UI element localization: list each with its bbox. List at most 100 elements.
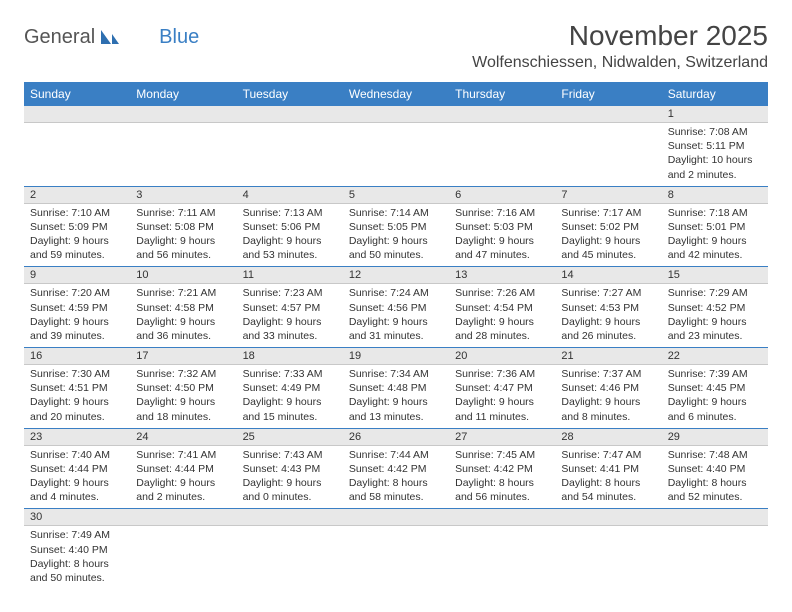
day-number: 27 xyxy=(449,429,555,446)
sunrise-text: Sunrise: 7:44 AM xyxy=(349,448,443,462)
month-title: November 2025 xyxy=(472,20,768,52)
day-number-empty xyxy=(343,106,449,123)
daylight-text-2: and 45 minutes. xyxy=(561,248,655,262)
sunset-text: Sunset: 4:54 PM xyxy=(455,301,549,315)
day-number: 18 xyxy=(237,348,343,365)
calendar-day-cell: 26Sunrise: 7:44 AMSunset: 4:42 PMDayligh… xyxy=(343,428,449,508)
calendar-day-cell xyxy=(343,509,449,589)
calendar-day-cell: 18Sunrise: 7:33 AMSunset: 4:49 PMDayligh… xyxy=(237,348,343,428)
calendar-day-cell: 24Sunrise: 7:41 AMSunset: 4:44 PMDayligh… xyxy=(130,428,236,508)
day-number: 9 xyxy=(24,267,130,284)
calendar-body: 1Sunrise: 7:08 AMSunset: 5:11 PMDaylight… xyxy=(24,106,768,589)
calendar-week-row: 1Sunrise: 7:08 AMSunset: 5:11 PMDaylight… xyxy=(24,106,768,186)
daylight-text-2: and 0 minutes. xyxy=(243,490,337,504)
daylight-text-1: Daylight: 9 hours xyxy=(136,476,230,490)
sunrise-text: Sunrise: 7:33 AM xyxy=(243,367,337,381)
day-body-empty xyxy=(24,123,130,129)
daylight-text-1: Daylight: 9 hours xyxy=(30,234,124,248)
calendar-day-cell: 3Sunrise: 7:11 AMSunset: 5:08 PMDaylight… xyxy=(130,186,236,266)
day-number-empty xyxy=(130,106,236,123)
calendar-week-row: 9Sunrise: 7:20 AMSunset: 4:59 PMDaylight… xyxy=(24,267,768,347)
daylight-text-1: Daylight: 8 hours xyxy=(455,476,549,490)
calendar-day-cell: 5Sunrise: 7:14 AMSunset: 5:05 PMDaylight… xyxy=(343,186,449,266)
day-number: 4 xyxy=(237,187,343,204)
daylight-text-2: and 54 minutes. xyxy=(561,490,655,504)
calendar-day-cell xyxy=(343,106,449,186)
daylight-text-2: and 26 minutes. xyxy=(561,329,655,343)
daylight-text-2: and 47 minutes. xyxy=(455,248,549,262)
day-body: Sunrise: 7:08 AMSunset: 5:11 PMDaylight:… xyxy=(662,123,768,186)
daylight-text-2: and 53 minutes. xyxy=(243,248,337,262)
calendar-week-row: 2Sunrise: 7:10 AMSunset: 5:09 PMDaylight… xyxy=(24,186,768,266)
sunset-text: Sunset: 5:05 PM xyxy=(349,220,443,234)
calendar-day-cell: 25Sunrise: 7:43 AMSunset: 4:43 PMDayligh… xyxy=(237,428,343,508)
day-number-empty xyxy=(237,106,343,123)
day-number-empty xyxy=(237,509,343,526)
daylight-text-1: Daylight: 8 hours xyxy=(561,476,655,490)
sunset-text: Sunset: 4:44 PM xyxy=(136,462,230,476)
sunset-text: Sunset: 4:42 PM xyxy=(349,462,443,476)
daylight-text-2: and 2 minutes. xyxy=(668,168,762,182)
daylight-text-1: Daylight: 9 hours xyxy=(561,234,655,248)
calendar-week-row: 30Sunrise: 7:49 AMSunset: 4:40 PMDayligh… xyxy=(24,509,768,589)
calendar-day-cell: 4Sunrise: 7:13 AMSunset: 5:06 PMDaylight… xyxy=(237,186,343,266)
sunset-text: Sunset: 4:43 PM xyxy=(243,462,337,476)
daylight-text-2: and 58 minutes. xyxy=(349,490,443,504)
weekday-header: Thursday xyxy=(449,82,555,106)
sunrise-text: Sunrise: 7:39 AM xyxy=(668,367,762,381)
sunset-text: Sunset: 4:50 PM xyxy=(136,381,230,395)
day-body-empty xyxy=(237,123,343,129)
day-body-empty xyxy=(449,526,555,532)
page-header: General Blue November 2025 Wolfenschiess… xyxy=(24,20,768,72)
sunset-text: Sunset: 4:56 PM xyxy=(349,301,443,315)
daylight-text-2: and 42 minutes. xyxy=(668,248,762,262)
sunrise-text: Sunrise: 7:48 AM xyxy=(668,448,762,462)
sunset-text: Sunset: 4:45 PM xyxy=(668,381,762,395)
daylight-text-1: Daylight: 9 hours xyxy=(136,315,230,329)
sunset-text: Sunset: 5:08 PM xyxy=(136,220,230,234)
day-body: Sunrise: 7:48 AMSunset: 4:40 PMDaylight:… xyxy=(662,446,768,509)
day-body: Sunrise: 7:47 AMSunset: 4:41 PMDaylight:… xyxy=(555,446,661,509)
sunrise-text: Sunrise: 7:30 AM xyxy=(30,367,124,381)
sunrise-text: Sunrise: 7:23 AM xyxy=(243,286,337,300)
day-body-empty xyxy=(130,123,236,129)
day-body: Sunrise: 7:26 AMSunset: 4:54 PMDaylight:… xyxy=(449,284,555,347)
sunset-text: Sunset: 4:40 PM xyxy=(30,543,124,557)
calendar-day-cell xyxy=(24,106,130,186)
daylight-text-2: and 20 minutes. xyxy=(30,410,124,424)
sunset-text: Sunset: 4:41 PM xyxy=(561,462,655,476)
sunset-text: Sunset: 4:59 PM xyxy=(30,301,124,315)
sunset-text: Sunset: 4:46 PM xyxy=(561,381,655,395)
daylight-text-2: and 11 minutes. xyxy=(455,410,549,424)
calendar-day-cell: 8Sunrise: 7:18 AMSunset: 5:01 PMDaylight… xyxy=(662,186,768,266)
daylight-text-2: and 4 minutes. xyxy=(30,490,124,504)
day-number-empty xyxy=(24,106,130,123)
sail-icon xyxy=(99,28,121,51)
sunset-text: Sunset: 5:03 PM xyxy=(455,220,549,234)
day-number: 25 xyxy=(237,429,343,446)
sunrise-text: Sunrise: 7:17 AM xyxy=(561,206,655,220)
sunrise-text: Sunrise: 7:11 AM xyxy=(136,206,230,220)
daylight-text-1: Daylight: 10 hours xyxy=(668,153,762,167)
sunrise-text: Sunrise: 7:36 AM xyxy=(455,367,549,381)
calendar-day-cell: 6Sunrise: 7:16 AMSunset: 5:03 PMDaylight… xyxy=(449,186,555,266)
daylight-text-1: Daylight: 9 hours xyxy=(455,234,549,248)
title-block: November 2025 Wolfenschiessen, Nidwalden… xyxy=(472,20,768,72)
daylight-text-1: Daylight: 9 hours xyxy=(243,476,337,490)
calendar-table: SundayMondayTuesdayWednesdayThursdayFrid… xyxy=(24,82,768,589)
weekday-header: Wednesday xyxy=(343,82,449,106)
day-body-empty xyxy=(449,123,555,129)
daylight-text-2: and 31 minutes. xyxy=(349,329,443,343)
daylight-text-1: Daylight: 9 hours xyxy=(561,395,655,409)
calendar-day-cell: 21Sunrise: 7:37 AMSunset: 4:46 PMDayligh… xyxy=(555,348,661,428)
location-text: Wolfenschiessen, Nidwalden, Switzerland xyxy=(472,54,768,72)
sunrise-text: Sunrise: 7:16 AM xyxy=(455,206,549,220)
daylight-text-1: Daylight: 8 hours xyxy=(349,476,443,490)
day-number-empty xyxy=(343,509,449,526)
day-body-empty xyxy=(237,526,343,532)
weekday-header-row: SundayMondayTuesdayWednesdayThursdayFrid… xyxy=(24,82,768,106)
day-number-empty xyxy=(662,509,768,526)
day-number: 3 xyxy=(130,187,236,204)
daylight-text-1: Daylight: 9 hours xyxy=(136,395,230,409)
day-body-empty xyxy=(555,526,661,532)
